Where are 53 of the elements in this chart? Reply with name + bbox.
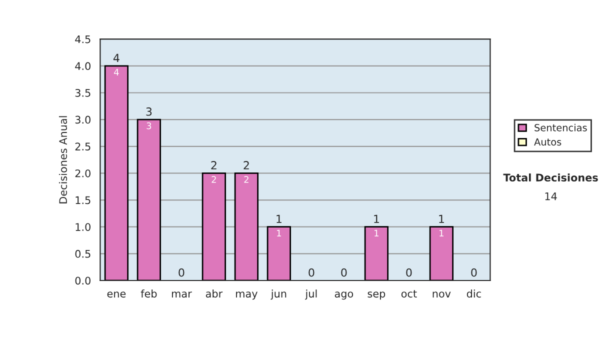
total-label: 1 xyxy=(276,214,282,223)
bar xyxy=(429,226,454,280)
total-label: 0 xyxy=(341,268,347,277)
y-tick-label: 4.0 xyxy=(75,62,90,70)
y-tick-label: 2.5 xyxy=(75,142,90,150)
text: Total Decisiones xyxy=(503,173,598,182)
data-label: 1 xyxy=(440,230,444,236)
total-label: 1 xyxy=(374,214,379,223)
bar xyxy=(266,226,292,280)
data-label: 2 xyxy=(212,176,216,183)
total-label: 2 xyxy=(244,161,249,170)
x-tick-label: oct xyxy=(401,290,417,298)
y-tick-label: 1.5 xyxy=(76,196,90,204)
data-label: 1 xyxy=(374,230,378,236)
bar xyxy=(136,118,162,280)
x-tick-label: feb xyxy=(140,290,157,298)
total-label: 4 xyxy=(113,54,120,62)
total-label: 0 xyxy=(471,268,477,277)
bar xyxy=(234,172,259,280)
x-tick-label: nov xyxy=(432,292,451,298)
data-label: 4 xyxy=(114,68,119,76)
bar xyxy=(364,226,389,280)
total-label: 1 xyxy=(439,214,444,223)
y-tick-label: 1.0 xyxy=(76,223,90,231)
x-tick-label: jul xyxy=(305,290,317,300)
x-tick-label: dic xyxy=(466,290,481,298)
bar xyxy=(202,172,226,280)
y-axis-title: Decisiones Anual xyxy=(58,116,68,204)
legend-label: Sentencias xyxy=(534,124,587,132)
total-label: 0 xyxy=(406,268,412,277)
data-label: 3 xyxy=(146,122,152,130)
x-tick-label: mar xyxy=(172,292,192,298)
total-label: 0 xyxy=(178,268,184,277)
total-label: 2 xyxy=(211,161,216,170)
text: 14 xyxy=(545,192,557,200)
y-tick-label: 2.0 xyxy=(75,169,90,178)
y-tick-label: 3.5 xyxy=(75,88,90,97)
x-tick-label: may xyxy=(236,292,258,300)
total-label: 3 xyxy=(146,107,152,116)
bar xyxy=(104,65,129,280)
x-tick-label: sep xyxy=(368,292,386,300)
legend-label: Autos xyxy=(534,138,562,146)
data-label: 2 xyxy=(244,176,248,183)
y-tick-label: 0.0 xyxy=(75,276,90,285)
total-label: 0 xyxy=(308,268,314,277)
x-tick-label: jun xyxy=(270,290,286,300)
x-tick-label: ene xyxy=(107,292,126,298)
y-tick-label: 4.5 xyxy=(75,35,90,44)
x-tick-label: ago xyxy=(334,292,354,300)
x-tick-label: abr xyxy=(206,290,223,298)
data-label: 1 xyxy=(277,230,281,236)
y-tick-label: 0.5 xyxy=(75,250,90,258)
y-tick-label: 3.0 xyxy=(75,116,90,124)
